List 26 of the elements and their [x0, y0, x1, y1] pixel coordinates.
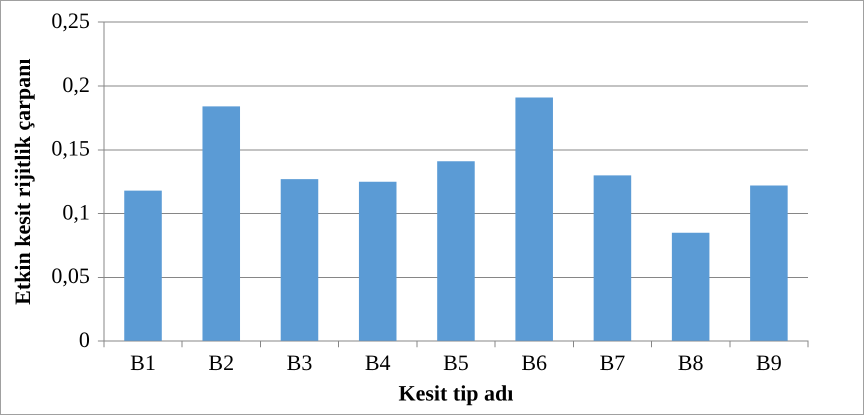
- x-tick-label: B5: [443, 350, 469, 376]
- y-tick-label: 0,15: [51, 136, 90, 161]
- y-tick-label: 0,25: [51, 8, 90, 33]
- x-axis-title: Kesit tip adı: [398, 380, 514, 406]
- y-tick-label: 0,05: [51, 263, 90, 288]
- bar: [358, 182, 396, 341]
- y-tick-label: 0,1: [62, 199, 90, 224]
- x-tick-label: B9: [756, 350, 782, 376]
- x-tick-label: B2: [208, 350, 234, 376]
- x-tick-label: B7: [600, 350, 626, 376]
- bar: [124, 190, 162, 341]
- x-tick-label: B8: [678, 350, 704, 376]
- bar: [594, 175, 632, 341]
- bar: [515, 97, 553, 341]
- x-tick-label: B1: [130, 350, 156, 376]
- x-tick-label: B6: [521, 350, 548, 376]
- x-tick-label: B3: [286, 350, 312, 376]
- x-tick-label: B4: [364, 350, 391, 376]
- bar: [672, 232, 710, 341]
- y-axis-title: Etkin kesit rijitlik çarpanı: [10, 58, 35, 305]
- bar: [437, 161, 475, 341]
- bar: [750, 186, 788, 341]
- y-tick-label: 0: [78, 326, 90, 352]
- y-tick-label: 0,2: [62, 72, 90, 97]
- bar: [202, 106, 240, 341]
- bar: [280, 179, 318, 341]
